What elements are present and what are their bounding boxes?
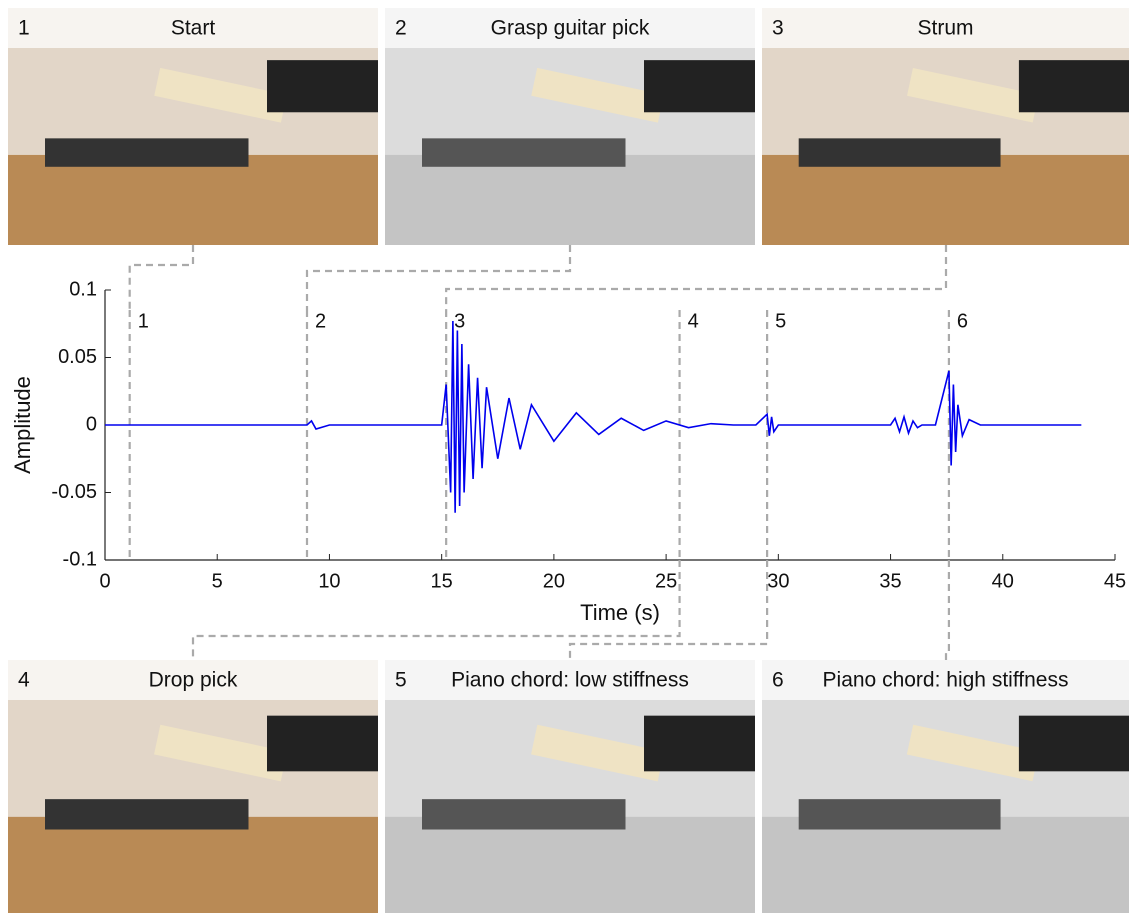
photo-arm	[1019, 716, 1129, 772]
photo-keyboard	[799, 138, 1001, 166]
panel-caption: Start	[171, 17, 216, 40]
photo-keyboard	[422, 138, 626, 166]
x-tick-label: 45	[1104, 570, 1126, 592]
x-tick-label: 10	[318, 570, 340, 592]
y-tick-label: 0	[86, 413, 97, 435]
panel-caption: Grasp guitar pick	[491, 17, 650, 40]
photo-floor	[762, 817, 1129, 913]
panel-caption: Strum	[917, 17, 973, 40]
x-tick-label: 0	[99, 570, 110, 592]
x-tick-label: 40	[992, 570, 1014, 592]
panel-number: 4	[18, 669, 30, 692]
panel-number: 3	[772, 17, 784, 40]
waveform	[105, 321, 1081, 513]
y-tick-label: 0.05	[58, 346, 97, 368]
y-tick-label: 0.1	[69, 278, 97, 300]
x-tick-label: 30	[767, 570, 789, 592]
y-axis-label: Amplitude	[10, 376, 35, 474]
photo-panel: 1 Start	[8, 8, 378, 245]
photo-panel: 4 Drop pick	[8, 660, 378, 913]
photo-arm	[644, 716, 755, 772]
photo-keyboard	[799, 799, 1001, 829]
event-label: 2	[315, 310, 326, 332]
panel-caption: Piano chord: high stiffness	[823, 669, 1069, 692]
x-tick-label: 20	[543, 570, 565, 592]
photo-panel: 3 Strum	[762, 8, 1129, 245]
photo-keyboard	[45, 799, 249, 829]
photo-keyboard	[45, 138, 249, 166]
panel-number: 6	[772, 669, 784, 692]
connector	[446, 245, 946, 310]
panel-caption: Piano chord: low stiffness	[451, 669, 689, 692]
panel-caption: Drop pick	[149, 669, 238, 692]
photo-arm	[267, 60, 378, 112]
panel-number: 2	[395, 17, 407, 40]
photo-arm	[267, 716, 378, 772]
x-axis-label: Time (s)	[580, 600, 660, 625]
photo-panel: 6 Piano chord: high stiffness	[762, 660, 1129, 913]
x-tick-label: 25	[655, 570, 677, 592]
panel-number: 5	[395, 669, 407, 692]
y-tick-label: -0.1	[63, 548, 97, 570]
x-tick-label: 35	[879, 570, 901, 592]
photo-keyboard	[422, 799, 626, 829]
connector	[946, 560, 949, 660]
photo-panel: 2 Grasp guitar pick	[385, 8, 755, 245]
y-tick-label: -0.05	[51, 481, 97, 503]
photo-floor	[385, 817, 755, 913]
photo-arm	[1019, 60, 1129, 112]
connector	[307, 245, 570, 310]
figure: Time (s) Amplitude 1 Start 2 Grasp guitar p…	[0, 0, 1129, 913]
photo-floor	[762, 155, 1129, 245]
x-tick-label: 15	[431, 570, 453, 592]
photo-floor	[8, 817, 378, 913]
photo-floor	[8, 155, 378, 245]
event-label: 5	[775, 310, 786, 332]
x-tick-label: 5	[212, 570, 223, 592]
connector	[130, 245, 193, 310]
event-label: 4	[688, 310, 699, 332]
event-label: 3	[454, 310, 465, 332]
panel-number: 1	[18, 17, 30, 40]
photo-arm	[644, 60, 755, 112]
photo-floor	[385, 155, 755, 245]
photo-panel: 5 Piano chord: low stiffness	[385, 660, 755, 913]
event-label: 6	[957, 310, 968, 332]
event-label: 1	[138, 310, 149, 332]
